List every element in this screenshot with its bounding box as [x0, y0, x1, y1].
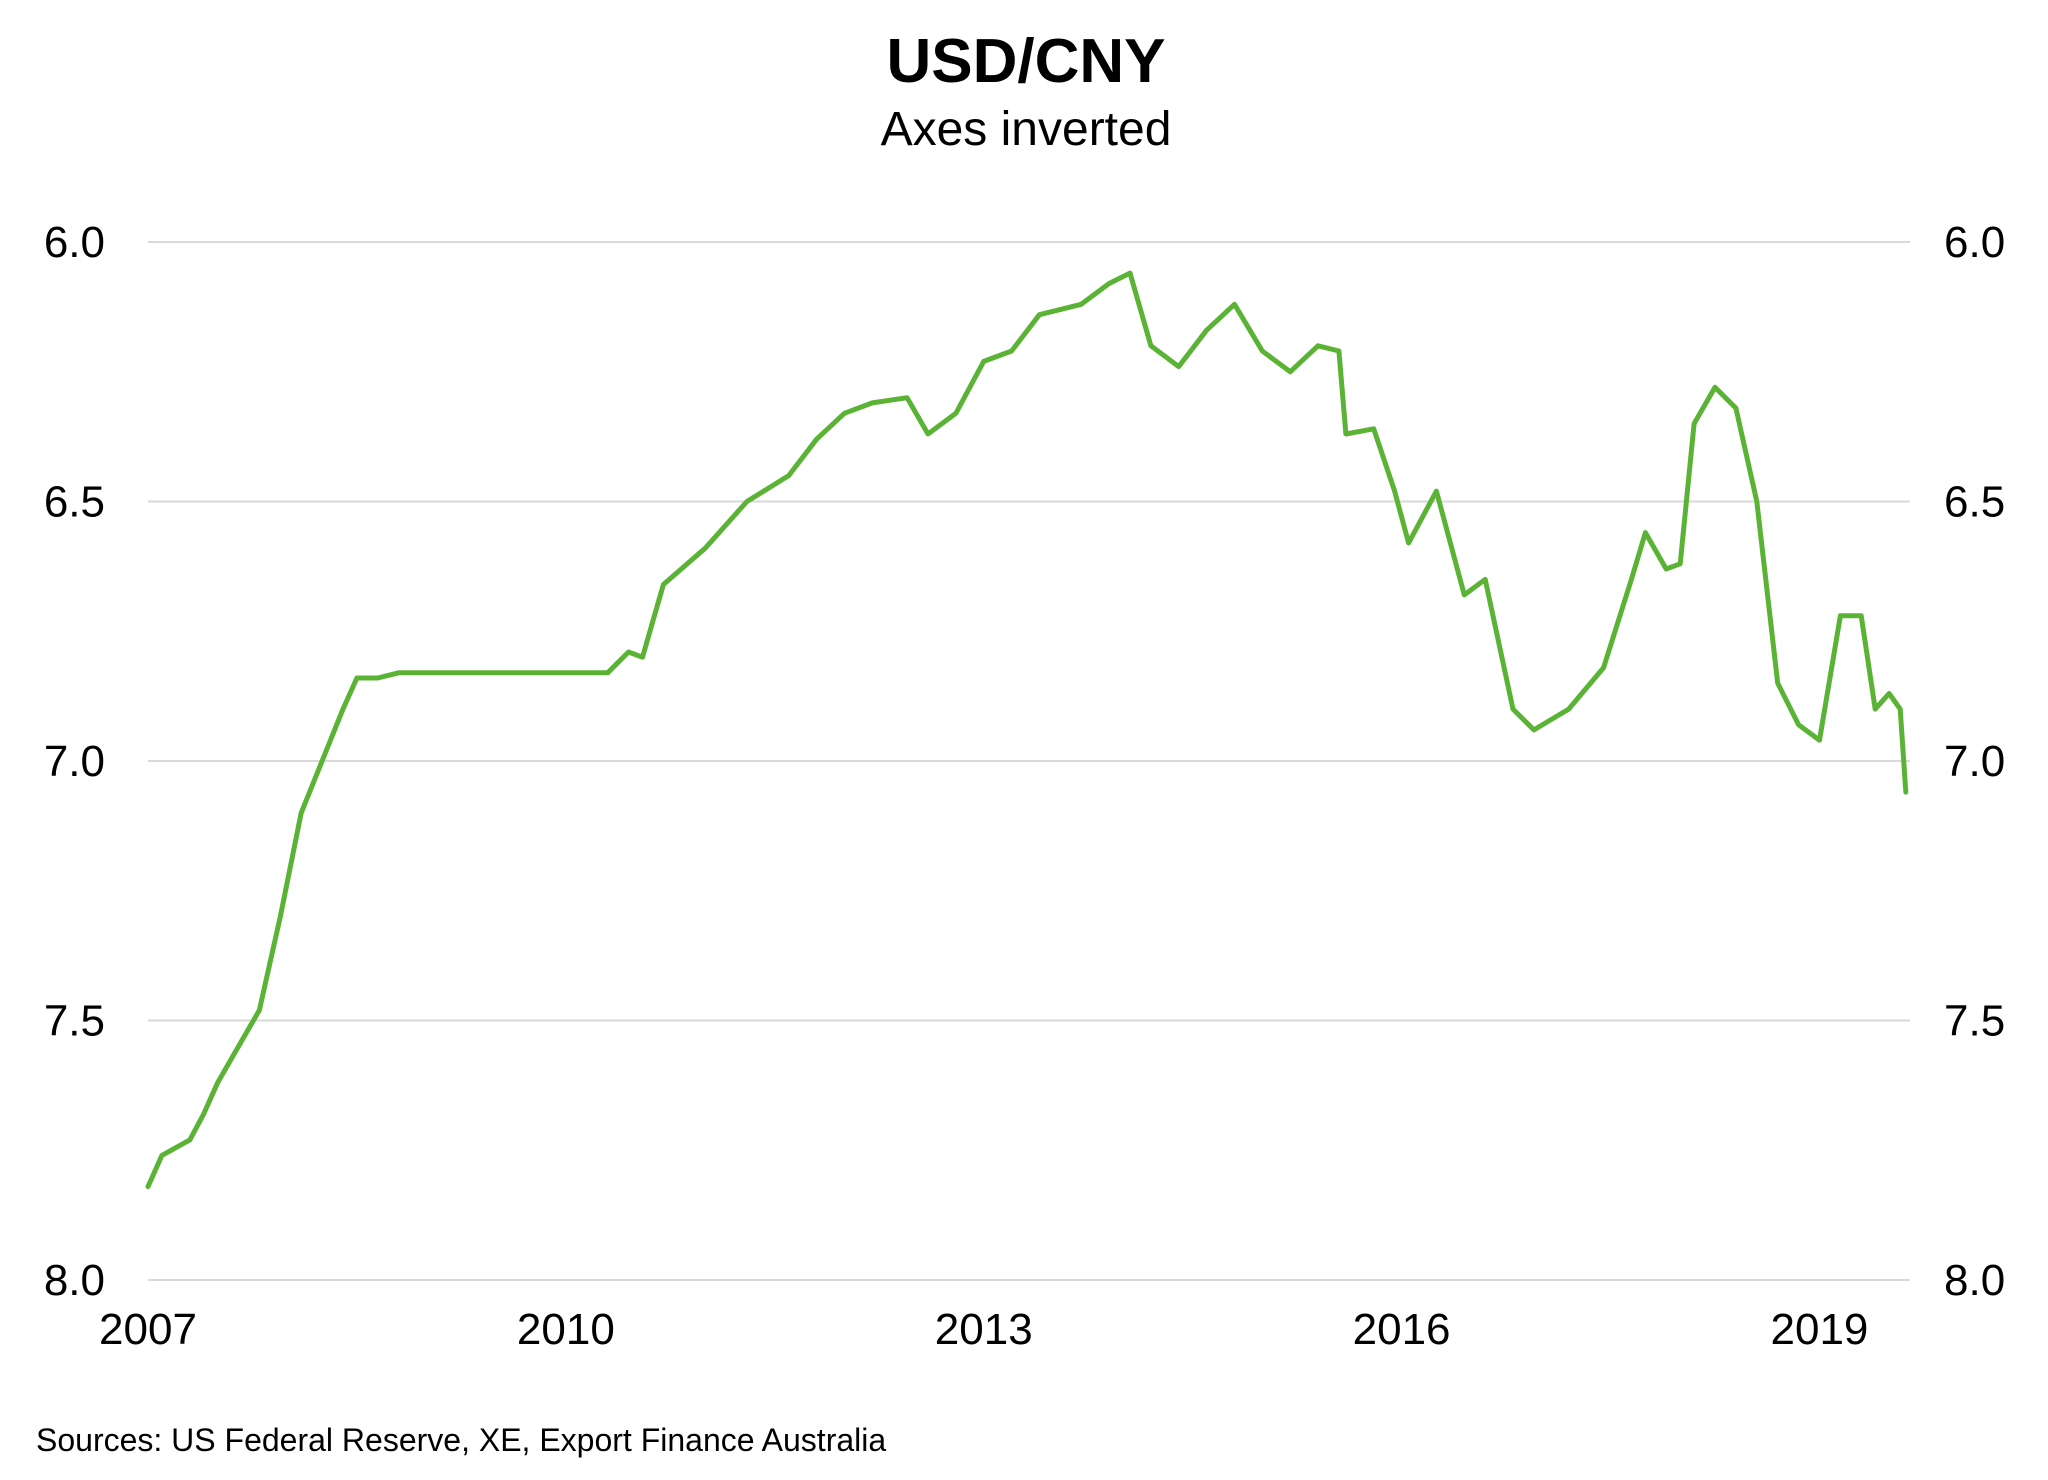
x-tick-label: 2019 [1771, 1305, 1869, 1354]
y-axis-left: 6.0 6.5 7.0 7.5 8.0 [44, 218, 105, 1305]
chart-subtitle: Axes inverted [881, 103, 1172, 156]
gridlines [148, 241, 1910, 1281]
x-axis: 2007 2010 2013 2016 2019 [99, 1305, 1868, 1354]
y-tick-label-right: 7.0 [1944, 737, 2005, 786]
series-group [145, 270, 1909, 1190]
y-tick-label-right: 7.5 [1944, 997, 2005, 1046]
series-line-usd-cny [145, 270, 1909, 1190]
y-tick-label-right: 6.0 [1944, 218, 2005, 267]
y-tick-label-left: 8.0 [44, 1256, 105, 1305]
x-tick-label: 2016 [1353, 1305, 1451, 1354]
y-tick-label-left: 6.0 [44, 218, 105, 267]
x-tick-label: 2013 [935, 1305, 1033, 1354]
y-tick-label-right: 6.5 [1944, 478, 2005, 527]
x-tick-label: 2010 [517, 1305, 615, 1354]
y-tick-label-left: 7.0 [44, 737, 105, 786]
chart-title: USD/CNY [886, 27, 1165, 96]
y-axis-right: 6.0 6.5 7.0 7.5 8.0 [1944, 218, 2005, 1305]
y-tick-label-left: 6.5 [44, 478, 105, 527]
y-tick-label-left: 7.5 [44, 997, 105, 1046]
y-tick-label-right: 8.0 [1944, 1256, 2005, 1305]
x-tick-label: 2007 [99, 1305, 197, 1354]
source-note: Sources: US Federal Reserve, XE, Export … [36, 1422, 886, 1458]
